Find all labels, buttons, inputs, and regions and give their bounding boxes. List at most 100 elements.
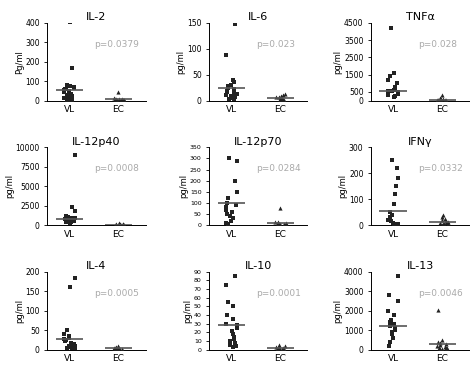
Point bbox=[231, 334, 238, 340]
Text: p=0.0005: p=0.0005 bbox=[94, 289, 139, 298]
Point bbox=[222, 204, 230, 211]
Point bbox=[62, 86, 70, 92]
Point bbox=[275, 221, 283, 227]
Point bbox=[391, 84, 399, 90]
Point bbox=[119, 221, 127, 227]
Point bbox=[233, 343, 240, 349]
Point bbox=[117, 222, 125, 228]
Point bbox=[388, 212, 396, 218]
Point bbox=[67, 94, 74, 100]
Point bbox=[438, 222, 446, 228]
Point bbox=[118, 96, 126, 102]
Point bbox=[387, 25, 394, 31]
Title: IFNγ: IFNγ bbox=[408, 136, 432, 147]
Point bbox=[229, 303, 237, 309]
Point bbox=[117, 97, 124, 103]
Point bbox=[386, 73, 393, 79]
Title: IL-12p40: IL-12p40 bbox=[72, 136, 121, 147]
Point bbox=[71, 345, 79, 351]
Point bbox=[228, 82, 235, 88]
Point bbox=[384, 77, 392, 83]
Point bbox=[273, 346, 281, 352]
Point bbox=[231, 21, 238, 27]
Point bbox=[394, 165, 401, 171]
Point bbox=[391, 93, 399, 99]
Point bbox=[230, 95, 238, 101]
Point bbox=[227, 342, 234, 348]
Point bbox=[233, 325, 241, 331]
Point bbox=[61, 86, 69, 92]
Point bbox=[391, 327, 399, 333]
Point bbox=[389, 220, 397, 226]
Point bbox=[119, 97, 127, 103]
Point bbox=[222, 92, 229, 98]
Point bbox=[438, 97, 445, 103]
Point bbox=[435, 98, 443, 104]
Point bbox=[390, 70, 397, 76]
Point bbox=[436, 95, 444, 101]
Point bbox=[227, 218, 234, 224]
Point bbox=[64, 97, 72, 103]
Point bbox=[394, 298, 401, 304]
Point bbox=[222, 52, 229, 58]
Point bbox=[388, 157, 396, 163]
Point bbox=[444, 219, 452, 225]
Point bbox=[279, 95, 286, 101]
Point bbox=[385, 343, 393, 349]
Point bbox=[233, 158, 240, 164]
Text: p=0.028: p=0.028 bbox=[418, 40, 457, 49]
Point bbox=[68, 93, 75, 100]
Point bbox=[66, 220, 74, 226]
Text: p=0.0284: p=0.0284 bbox=[256, 165, 301, 173]
Point bbox=[115, 222, 122, 228]
Point bbox=[388, 331, 396, 337]
Point bbox=[222, 321, 230, 327]
Y-axis label: pg/ml: pg/ml bbox=[334, 299, 343, 323]
Point bbox=[274, 345, 282, 351]
Point bbox=[68, 97, 75, 103]
Title: IL-12p70: IL-12p70 bbox=[234, 136, 283, 147]
Point bbox=[439, 212, 447, 218]
Point bbox=[112, 96, 120, 102]
Point bbox=[229, 331, 237, 337]
Y-axis label: pg/ml: pg/ml bbox=[180, 174, 189, 198]
Point bbox=[434, 307, 441, 313]
Point bbox=[72, 215, 79, 222]
Point bbox=[119, 97, 127, 103]
Y-axis label: pg/ml: pg/ml bbox=[334, 50, 343, 74]
Point bbox=[275, 345, 283, 351]
Point bbox=[275, 344, 283, 350]
Point bbox=[277, 93, 285, 100]
Point bbox=[384, 89, 392, 95]
Point bbox=[273, 222, 281, 228]
Point bbox=[277, 96, 284, 102]
Point bbox=[387, 317, 394, 323]
Point bbox=[436, 220, 444, 226]
Y-axis label: pg/ml: pg/ml bbox=[15, 299, 24, 323]
Y-axis label: Pg/ml: Pg/ml bbox=[15, 50, 24, 74]
Point bbox=[388, 329, 396, 335]
Point bbox=[66, 284, 74, 290]
Point bbox=[278, 97, 286, 103]
Point bbox=[224, 299, 232, 305]
Point bbox=[64, 217, 72, 223]
Point bbox=[224, 85, 232, 91]
Point bbox=[442, 344, 449, 350]
Point bbox=[111, 345, 119, 352]
Point bbox=[112, 221, 120, 227]
Point bbox=[389, 220, 396, 226]
Text: p=0.0046: p=0.0046 bbox=[418, 289, 463, 298]
Point bbox=[120, 97, 128, 103]
Title: IL-4: IL-4 bbox=[86, 261, 107, 271]
Point bbox=[440, 221, 448, 227]
Point bbox=[231, 336, 238, 342]
Point bbox=[439, 220, 447, 226]
Y-axis label: pg/ml: pg/ml bbox=[177, 50, 186, 74]
Point bbox=[64, 214, 72, 220]
Point bbox=[113, 97, 121, 103]
Point bbox=[66, 19, 74, 25]
Point bbox=[224, 83, 232, 89]
Point bbox=[118, 346, 126, 352]
Point bbox=[433, 97, 441, 103]
Point bbox=[61, 331, 68, 337]
